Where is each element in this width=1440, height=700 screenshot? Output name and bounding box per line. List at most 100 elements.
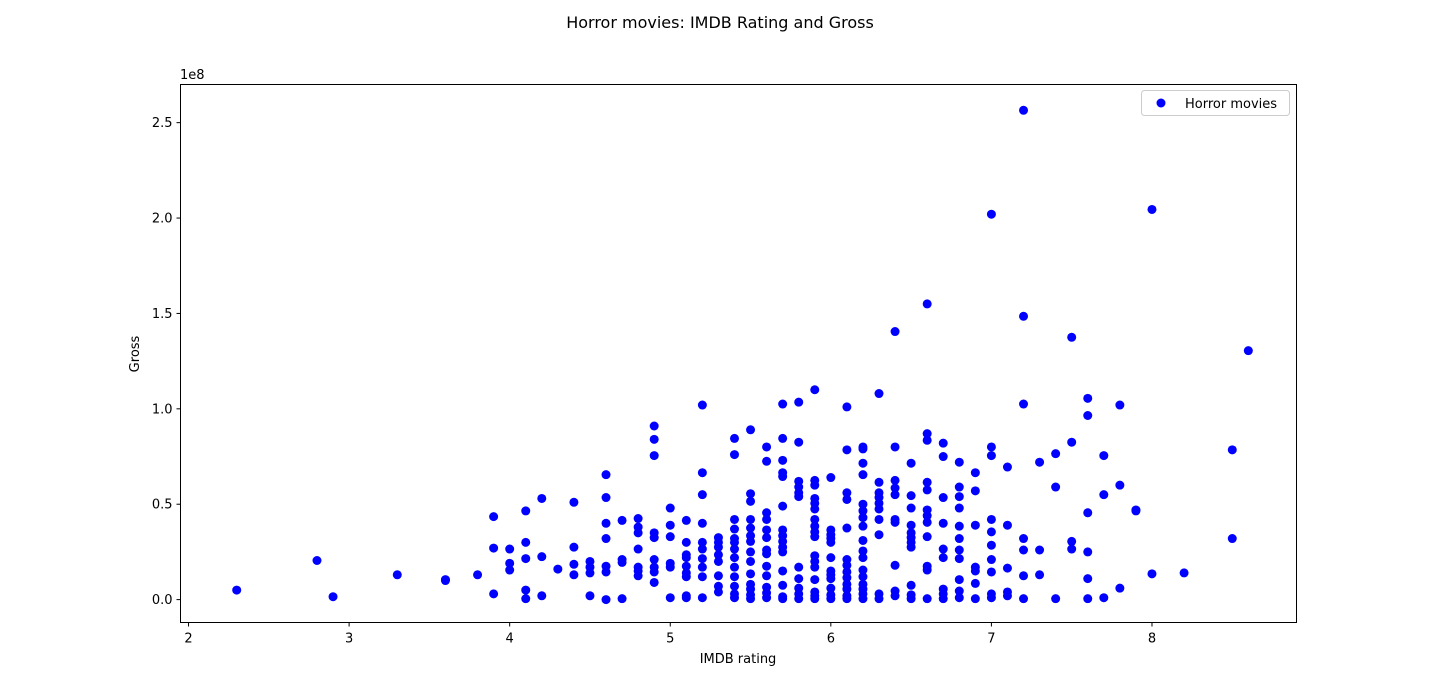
y-tick-label: 1.0 — [152, 402, 173, 417]
scatter-point — [617, 515, 627, 525]
scatter-point — [232, 585, 242, 595]
scatter-point — [1019, 534, 1029, 544]
scatter-point — [922, 517, 932, 527]
scatter-point — [970, 594, 980, 604]
scatter-point — [1002, 462, 1012, 472]
scatter-point — [826, 537, 836, 547]
scatter-point — [328, 592, 338, 602]
scatter-point — [954, 575, 964, 585]
y-offset-text: 1e8 — [180, 68, 205, 83]
scatter-point — [601, 470, 611, 480]
scatter-point — [1002, 563, 1012, 573]
y-axis-label: Gross — [128, 335, 143, 372]
scatter-point — [1099, 451, 1109, 461]
scatter-point — [890, 560, 900, 570]
y-tick-label: 0.0 — [152, 593, 173, 608]
legend-marker — [1156, 98, 1166, 108]
scatter-point — [713, 556, 723, 566]
scatter-point — [746, 514, 756, 524]
scatter-point — [649, 555, 659, 565]
scatter-point — [794, 397, 804, 407]
scatter-point — [1099, 490, 1109, 500]
scatter-point — [954, 545, 964, 555]
scatter-point — [810, 480, 820, 490]
scatter-point — [665, 503, 675, 513]
scatter-point — [1002, 520, 1012, 530]
scatter-point — [874, 477, 884, 487]
scatter-point — [858, 521, 868, 531]
scatter-point — [762, 571, 772, 581]
scatter-point — [858, 499, 868, 509]
scatter-point — [794, 594, 804, 604]
scatter-point — [697, 593, 707, 603]
scatter-point — [585, 591, 595, 601]
x-axis: 2 3 4 5 6 7 8 — [184, 622, 1156, 647]
scatter-point — [521, 594, 531, 604]
scatter-point — [954, 554, 964, 564]
scatter-point — [713, 571, 723, 581]
x-tick-label: 6 — [827, 632, 835, 647]
scatter-point — [778, 547, 788, 557]
scatter-point — [858, 546, 868, 556]
scatter-point — [986, 593, 996, 603]
scatter-point — [1067, 536, 1077, 546]
scatter-point — [746, 547, 756, 557]
scatter-point — [681, 561, 691, 571]
scatter-point — [906, 520, 916, 530]
scatter-point — [617, 594, 627, 604]
scatter-point — [762, 442, 772, 452]
scatter-point — [1051, 482, 1061, 492]
scatter-point — [1019, 105, 1029, 115]
scatter-point — [842, 573, 852, 583]
scatter-point — [954, 457, 964, 467]
scatter-point — [810, 575, 820, 585]
scatter-point — [858, 565, 868, 575]
scatter-point — [1035, 457, 1045, 467]
x-tick-label: 8 — [1148, 632, 1156, 647]
scatter-point — [1115, 583, 1125, 593]
scatter-point — [681, 572, 691, 582]
scatter-point — [874, 514, 884, 524]
scatter-point — [890, 475, 900, 485]
scatter-point — [665, 593, 675, 603]
scatter-point — [778, 501, 788, 511]
y-tick-label: 0.5 — [152, 498, 173, 513]
scatter-point — [633, 514, 643, 524]
scatter-point — [842, 494, 852, 504]
scatter-point — [697, 554, 707, 564]
scatter-point — [922, 477, 932, 487]
scatter-point — [649, 533, 659, 543]
scatter-point — [762, 508, 772, 518]
scatter-point — [633, 571, 643, 581]
scatter-point — [858, 594, 868, 604]
scatter-point — [922, 565, 932, 575]
scatter-point — [697, 490, 707, 500]
scatter-point — [922, 435, 932, 445]
scatter-point — [922, 485, 932, 495]
scatter-point — [778, 399, 788, 409]
scatter-point — [794, 437, 804, 447]
scatter-point — [569, 570, 579, 580]
scatter-point — [1083, 547, 1093, 557]
scatter-point — [746, 489, 756, 499]
scatter-point — [1083, 411, 1093, 420]
scatter-point — [729, 514, 739, 524]
scatter-point — [489, 589, 499, 599]
scatter-point — [1227, 445, 1237, 455]
scatter-point — [794, 562, 804, 572]
scatter-point — [1131, 506, 1141, 516]
scatter-point — [601, 518, 611, 528]
scatter-point — [890, 483, 900, 493]
scatter-point — [954, 534, 964, 544]
x-tick-label: 7 — [987, 632, 995, 647]
scatter-point — [778, 566, 788, 576]
scatter-point — [585, 568, 595, 578]
scatter-point — [505, 565, 515, 575]
scatter-point — [681, 553, 691, 563]
scatter-point — [601, 595, 611, 605]
scatter-point — [938, 518, 948, 528]
x-tick-label: 3 — [345, 632, 353, 647]
scatter-point — [858, 553, 868, 563]
scatter-point — [906, 458, 916, 468]
scatter-point — [1067, 544, 1077, 554]
